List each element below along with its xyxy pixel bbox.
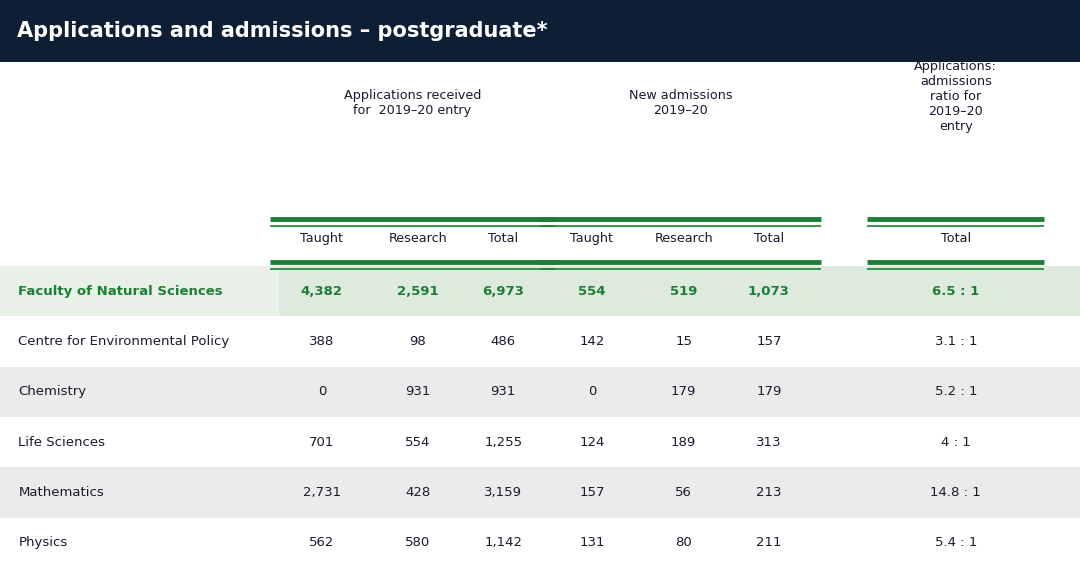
Text: 0: 0 — [318, 386, 326, 398]
Text: 4,382: 4,382 — [301, 285, 342, 297]
Text: Taught: Taught — [300, 232, 343, 245]
FancyBboxPatch shape — [0, 0, 1080, 62]
Text: 211: 211 — [756, 537, 782, 549]
Text: 124: 124 — [579, 436, 605, 448]
Text: 142: 142 — [579, 335, 605, 348]
Text: Life Sciences: Life Sciences — [18, 436, 106, 448]
Text: 6,973: 6,973 — [483, 285, 524, 297]
Text: 5.2 : 1: 5.2 : 1 — [934, 386, 977, 398]
Text: 80: 80 — [675, 537, 692, 549]
Text: 701: 701 — [309, 436, 335, 448]
Text: 519: 519 — [670, 285, 698, 297]
Text: 1,142: 1,142 — [484, 537, 523, 549]
FancyBboxPatch shape — [0, 518, 279, 568]
FancyBboxPatch shape — [279, 518, 1080, 568]
Text: 189: 189 — [671, 436, 697, 448]
Text: Chemistry: Chemistry — [18, 386, 86, 398]
Text: 14.8 : 1: 14.8 : 1 — [931, 486, 981, 499]
Text: Research: Research — [389, 232, 447, 245]
Text: Applications:
admissions
ratio for
2019–20
entry: Applications: admissions ratio for 2019–… — [915, 60, 997, 133]
FancyBboxPatch shape — [0, 316, 279, 367]
Text: 3,159: 3,159 — [484, 486, 523, 499]
Text: Total: Total — [941, 232, 971, 245]
Text: 2,591: 2,591 — [397, 285, 438, 297]
Text: 554: 554 — [578, 285, 606, 297]
Text: 0: 0 — [588, 386, 596, 398]
Text: 428: 428 — [405, 486, 431, 499]
FancyBboxPatch shape — [279, 266, 1080, 316]
FancyBboxPatch shape — [0, 266, 279, 316]
FancyBboxPatch shape — [0, 367, 279, 417]
Text: Applications and admissions – postgraduate*: Applications and admissions – postgradua… — [17, 21, 548, 41]
Text: 313: 313 — [756, 436, 782, 448]
Text: 3.1 : 1: 3.1 : 1 — [934, 335, 977, 348]
Text: 486: 486 — [490, 335, 516, 348]
Text: 1,255: 1,255 — [484, 436, 523, 448]
Text: Applications received
for  2019–20 entry: Applications received for 2019–20 entry — [343, 89, 482, 117]
Text: Physics: Physics — [18, 537, 68, 549]
FancyBboxPatch shape — [0, 467, 279, 518]
Text: 179: 179 — [671, 386, 697, 398]
FancyBboxPatch shape — [279, 417, 1080, 467]
Text: 931: 931 — [490, 386, 516, 398]
FancyBboxPatch shape — [279, 316, 1080, 367]
Text: Faculty of Natural Sciences: Faculty of Natural Sciences — [18, 285, 222, 297]
FancyBboxPatch shape — [279, 367, 1080, 417]
Text: Mathematics: Mathematics — [18, 486, 104, 499]
Text: Total: Total — [754, 232, 784, 245]
Text: 580: 580 — [405, 537, 431, 549]
Text: Taught: Taught — [570, 232, 613, 245]
Text: 2,731: 2,731 — [302, 486, 341, 499]
FancyBboxPatch shape — [279, 467, 1080, 518]
Text: 157: 157 — [579, 486, 605, 499]
Text: 15: 15 — [675, 335, 692, 348]
Text: 554: 554 — [405, 436, 431, 448]
Text: Research: Research — [654, 232, 713, 245]
Text: 4 : 1: 4 : 1 — [941, 436, 971, 448]
Text: 98: 98 — [409, 335, 427, 348]
FancyBboxPatch shape — [0, 417, 279, 467]
Text: Total: Total — [488, 232, 518, 245]
Text: 388: 388 — [309, 335, 335, 348]
Text: 131: 131 — [579, 537, 605, 549]
Text: 1,073: 1,073 — [748, 285, 789, 297]
Text: 5.4 : 1: 5.4 : 1 — [934, 537, 977, 549]
Text: 157: 157 — [756, 335, 782, 348]
Text: 931: 931 — [405, 386, 431, 398]
Text: 213: 213 — [756, 486, 782, 499]
Text: 6.5 : 1: 6.5 : 1 — [932, 285, 980, 297]
Text: New admissions
2019–20: New admissions 2019–20 — [629, 89, 732, 117]
Text: 562: 562 — [309, 537, 335, 549]
Text: 179: 179 — [756, 386, 782, 398]
Text: 56: 56 — [675, 486, 692, 499]
Text: Centre for Environmental Policy: Centre for Environmental Policy — [18, 335, 230, 348]
